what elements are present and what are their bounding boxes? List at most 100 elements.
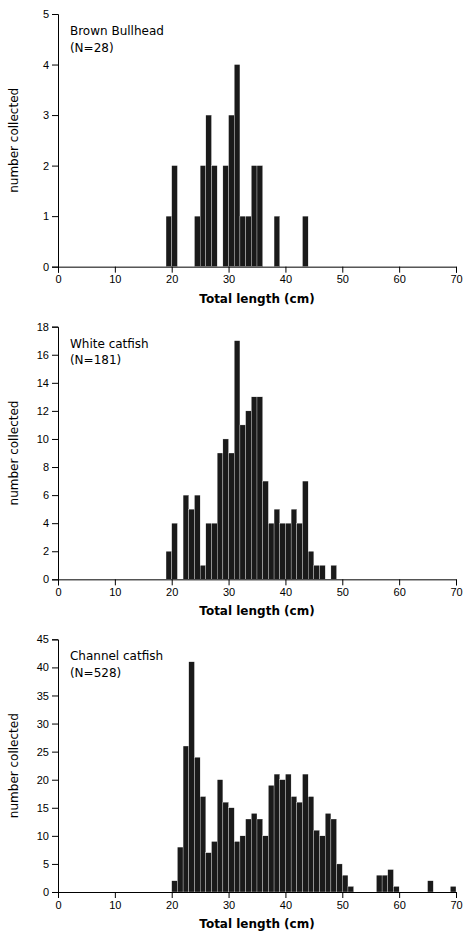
tick-label: 3	[43, 109, 49, 121]
tick-label: 6	[43, 489, 49, 501]
tick-mark	[342, 267, 343, 273]
tick: 16	[37, 349, 58, 361]
y-axis-title: number collected	[7, 713, 21, 818]
tick: 0	[43, 261, 58, 273]
tick: 5	[43, 858, 58, 870]
bar	[371, 892, 377, 893]
bar	[325, 579, 331, 580]
tick: 10	[37, 433, 58, 445]
bar	[365, 892, 371, 893]
title-line: (N=28)	[70, 41, 114, 55]
bar	[291, 509, 297, 579]
bar	[223, 166, 229, 267]
tick: 10	[109, 892, 121, 911]
bar	[433, 892, 439, 893]
tick-label: 20	[166, 273, 178, 285]
tick-label: 60	[394, 899, 406, 911]
bar	[354, 892, 360, 893]
tick-label: 16	[37, 349, 49, 361]
bar	[223, 802, 229, 892]
bar	[217, 453, 223, 579]
bar	[217, 266, 223, 267]
tick: 5	[43, 8, 58, 20]
bar	[280, 780, 286, 892]
axis-line	[52, 640, 59, 893]
tick-label: 20	[166, 586, 178, 598]
bar	[337, 864, 343, 892]
tick: 30	[223, 579, 235, 598]
bar	[268, 266, 274, 267]
bar	[251, 813, 257, 892]
tick: 12	[37, 405, 58, 417]
bar	[393, 886, 399, 892]
tick-mark	[52, 383, 58, 384]
title: Brown Bullhead(N=28)	[70, 24, 164, 55]
bar	[206, 523, 212, 579]
tick-label: 15	[37, 802, 49, 814]
tick: 2	[43, 160, 58, 172]
bar	[212, 523, 218, 579]
bar	[302, 216, 308, 267]
tick-label: 1	[43, 210, 49, 222]
bar	[274, 216, 280, 267]
bar	[166, 551, 172, 579]
tick-label: 40	[280, 273, 292, 285]
bar	[285, 266, 291, 267]
tick-mark	[52, 14, 58, 15]
tick-label: 45	[37, 633, 49, 645]
tick: 20	[166, 892, 178, 911]
bar	[217, 780, 223, 892]
tick-label: 30	[223, 586, 235, 598]
tick: 3	[43, 109, 58, 121]
tick: 20	[37, 774, 58, 786]
tick-mark	[342, 892, 343, 898]
tick-label: 35	[37, 690, 49, 702]
tick-mark	[52, 752, 58, 753]
tick-mark	[52, 836, 58, 837]
y-axis-title: number collected	[7, 401, 21, 506]
bar	[428, 881, 434, 892]
tick-label: 14	[37, 377, 49, 389]
tick-label: 12	[37, 405, 49, 417]
bar	[450, 886, 456, 892]
bar	[246, 819, 252, 892]
tick-mark	[52, 551, 58, 552]
bar	[388, 870, 394, 892]
bar	[177, 266, 183, 267]
bar	[246, 411, 252, 579]
bar	[183, 266, 189, 267]
bar	[229, 453, 235, 579]
bar	[445, 892, 451, 893]
bar	[212, 166, 218, 267]
tick-mark	[52, 166, 58, 167]
tick-mark	[229, 579, 230, 585]
tick-label: 50	[337, 273, 349, 285]
tick: 50	[337, 267, 349, 286]
tick-label: 30	[223, 899, 235, 911]
bar	[257, 166, 263, 267]
axis-line	[52, 327, 59, 580]
bar	[285, 523, 291, 579]
tick-label: 0	[43, 261, 49, 273]
bar	[234, 341, 240, 580]
tick-label: 40	[280, 899, 292, 911]
tick-label: 5	[43, 8, 49, 20]
bar	[257, 397, 263, 579]
bar	[240, 836, 246, 892]
bar	[194, 216, 200, 267]
bar	[348, 886, 354, 892]
tick-label: 0	[55, 273, 61, 285]
tick-label: 40	[37, 661, 49, 673]
tick-label: 40	[280, 586, 292, 598]
bar	[274, 774, 280, 892]
tick: 10	[37, 830, 58, 842]
tick-mark	[52, 523, 58, 524]
y-axis: 051015202530354045	[37, 633, 59, 898]
axis-line	[59, 267, 457, 273]
x-axis: 010203040506070	[55, 892, 462, 911]
bar	[200, 565, 206, 579]
title-line: Channel catfish	[70, 649, 163, 663]
tick-label: 50	[337, 586, 349, 598]
bars	[166, 341, 337, 580]
tick: 45	[37, 633, 58, 645]
